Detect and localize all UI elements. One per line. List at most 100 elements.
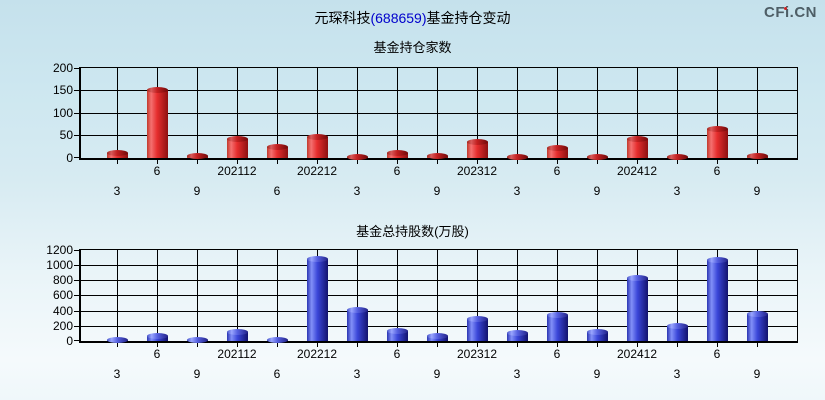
y-axis-label: 50 [59,128,73,142]
x-tick-label: 3 [673,184,681,198]
bar [387,150,408,158]
y-tick [74,340,80,341]
bar [147,333,168,341]
bar [507,330,528,341]
x-tick [717,341,718,347]
x-tick-label: 6 [153,164,161,178]
page-title-suffix: 基金持仓变动 [426,10,511,26]
bar [627,275,648,341]
x-tick-label: 202312 [456,347,498,361]
x-tick-label: 202112 [217,347,257,361]
gridline-vertical [237,250,238,341]
x-tick-label: 3 [673,367,681,381]
bar [307,256,328,341]
x-tick [517,158,518,164]
y-tick [74,135,80,136]
bar-cap [307,134,328,140]
y-axis-label: 150 [52,83,73,97]
x-tick-label: 202212 [296,164,338,178]
x-tick [357,341,358,347]
bar [707,257,728,341]
bar-cap [347,154,368,160]
bar [587,154,608,160]
gridline-vertical [317,68,318,158]
x-tick [637,341,638,347]
gridline-horizontal [81,113,797,114]
gridline-vertical [757,68,758,158]
x-tick-label: 6 [273,367,281,381]
bar [547,145,568,158]
gridline-vertical [637,68,638,158]
gridline-horizontal [81,295,797,296]
x-tick-label: 9 [593,184,601,198]
x-tick [397,341,398,347]
x-tick [277,341,278,347]
x-tick-label: 9 [433,367,441,381]
gridline-vertical [597,250,598,341]
gridline-vertical [597,68,598,158]
x-tick [157,158,158,164]
y-axis-label: 600 [52,288,73,302]
x-tick [197,158,198,164]
x-tick [477,341,478,347]
x-tick-label: 3 [353,184,361,198]
x-tick-label: 3 [113,367,121,381]
y-tick [74,295,80,296]
cfi-logo-text: CFi.CN [764,4,817,21]
x-tick [437,341,438,347]
bar-cap [547,145,568,151]
gridline-vertical [677,250,678,341]
gridline-vertical [397,250,398,341]
bar [587,329,608,341]
gridline-vertical [437,250,438,341]
bar-cap [507,154,528,160]
gridline-vertical [117,250,118,341]
gridline-vertical [477,250,478,341]
x-tick-label: 6 [553,347,561,361]
bar [267,144,288,158]
bar [187,153,208,159]
page-title-prefix: 元琛科技 [314,10,371,26]
bar [107,337,128,343]
gridline-horizontal [81,135,797,136]
x-tick-label: 9 [433,184,441,198]
bar-cap [107,150,128,156]
fund-shares-chart-title: 基金总持股数(万股) [356,224,469,239]
x-tick-label: 9 [593,367,601,381]
gridline-vertical [357,250,358,341]
gridline-vertical [437,68,438,158]
y-tick [74,280,80,281]
y-tick [74,90,80,91]
bar-cap [467,316,488,322]
bar-cap [387,150,408,156]
gridline-horizontal [81,280,797,281]
gridline-vertical [117,68,118,158]
x-tick-label: 6 [393,347,401,361]
x-tick [237,158,238,164]
stock-code: (688659) [370,10,427,26]
x-tick [677,341,678,347]
x-tick [477,158,478,164]
gridline-vertical [757,250,758,341]
bar-cap [427,153,448,159]
gridline-vertical [517,68,518,158]
bar-cap [587,329,608,335]
bar [667,323,688,341]
fund-count-chart-title: 基金持仓家数 [373,40,452,55]
bar-cap [707,257,728,263]
bar [307,134,328,158]
y-axis-label: 400 [52,304,73,318]
bar-cap [107,337,128,343]
y-axis-label: 0 [66,334,73,348]
gridline-vertical [357,68,358,158]
x-tick [597,341,598,347]
y-axis-label: 0 [66,151,73,165]
gridline-vertical [277,68,278,158]
fund-count-chart-plot: 0 50 100 150 200 3 6 9 202112 6 202212 3 6 9 202312 3 6 9… [53,61,798,198]
bar-cap [267,144,288,150]
y-tick [74,326,80,327]
x-tick-label: 6 [273,184,281,198]
x-tick [197,341,198,347]
x-tick [517,341,518,347]
bar [107,150,128,158]
